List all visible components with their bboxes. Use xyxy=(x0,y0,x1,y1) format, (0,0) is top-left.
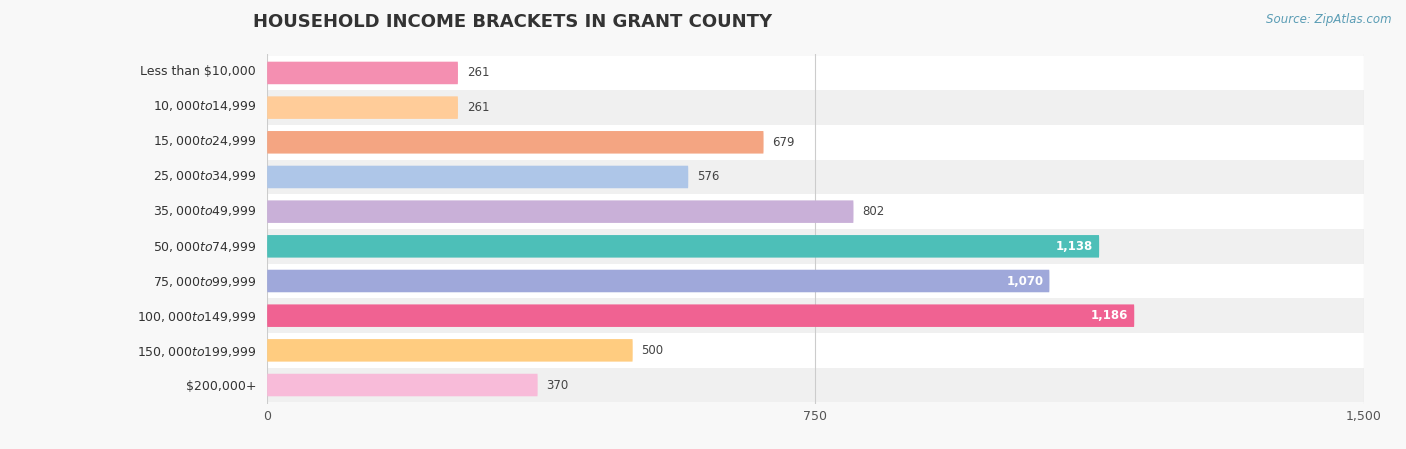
Text: $75,000 to $99,999: $75,000 to $99,999 xyxy=(153,274,256,289)
FancyBboxPatch shape xyxy=(267,90,1364,125)
FancyBboxPatch shape xyxy=(267,304,1135,327)
FancyBboxPatch shape xyxy=(267,235,1099,258)
Text: 679: 679 xyxy=(772,136,794,149)
FancyBboxPatch shape xyxy=(267,125,1364,160)
FancyBboxPatch shape xyxy=(267,298,1364,333)
Text: 370: 370 xyxy=(547,379,568,392)
FancyBboxPatch shape xyxy=(267,200,853,223)
Text: $150,000 to $199,999: $150,000 to $199,999 xyxy=(136,344,256,359)
FancyBboxPatch shape xyxy=(267,62,458,84)
Text: 1,070: 1,070 xyxy=(1007,274,1043,287)
Text: $100,000 to $149,999: $100,000 to $149,999 xyxy=(136,309,256,324)
FancyBboxPatch shape xyxy=(267,194,1364,229)
Text: $15,000 to $24,999: $15,000 to $24,999 xyxy=(153,134,256,149)
Text: 802: 802 xyxy=(862,205,884,218)
FancyBboxPatch shape xyxy=(267,56,1364,90)
FancyBboxPatch shape xyxy=(267,229,1364,264)
FancyBboxPatch shape xyxy=(267,333,1364,368)
FancyBboxPatch shape xyxy=(267,368,1364,402)
FancyBboxPatch shape xyxy=(267,264,1364,298)
Text: 261: 261 xyxy=(467,66,489,79)
Text: $50,000 to $74,999: $50,000 to $74,999 xyxy=(153,239,256,254)
Text: Source: ZipAtlas.com: Source: ZipAtlas.com xyxy=(1267,13,1392,26)
FancyBboxPatch shape xyxy=(267,131,763,154)
FancyBboxPatch shape xyxy=(267,160,1364,194)
Text: 261: 261 xyxy=(467,101,489,114)
FancyBboxPatch shape xyxy=(267,374,537,396)
Text: Less than $10,000: Less than $10,000 xyxy=(141,65,256,78)
FancyBboxPatch shape xyxy=(267,270,1049,292)
Text: $10,000 to $14,999: $10,000 to $14,999 xyxy=(153,99,256,114)
FancyBboxPatch shape xyxy=(267,166,689,188)
FancyBboxPatch shape xyxy=(267,339,633,361)
Text: $35,000 to $49,999: $35,000 to $49,999 xyxy=(153,204,256,219)
Text: HOUSEHOLD INCOME BRACKETS IN GRANT COUNTY: HOUSEHOLD INCOME BRACKETS IN GRANT COUNT… xyxy=(253,13,772,31)
Text: $200,000+: $200,000+ xyxy=(186,380,256,393)
Text: 500: 500 xyxy=(641,344,664,357)
FancyBboxPatch shape xyxy=(267,97,458,119)
Text: 1,138: 1,138 xyxy=(1056,240,1094,253)
Text: 1,186: 1,186 xyxy=(1091,309,1129,322)
Text: $25,000 to $34,999: $25,000 to $34,999 xyxy=(153,169,256,184)
Text: 576: 576 xyxy=(697,171,720,184)
